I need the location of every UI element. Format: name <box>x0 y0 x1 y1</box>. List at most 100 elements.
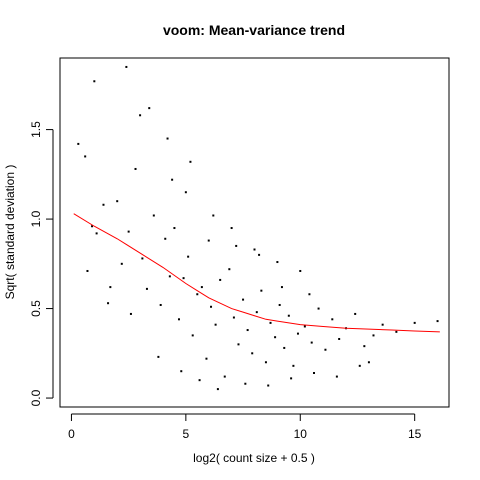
data-point <box>116 200 119 203</box>
y-tick-label: 1.0 <box>29 210 43 227</box>
data-point <box>120 262 123 265</box>
data-point <box>152 214 155 217</box>
data-point <box>335 375 338 378</box>
data-point <box>189 160 192 163</box>
data-point <box>235 244 238 247</box>
data-point <box>312 371 315 374</box>
data-point <box>212 214 215 217</box>
data-point <box>93 80 96 83</box>
data-point <box>168 275 171 278</box>
data-point <box>283 346 286 349</box>
x-tick-label: 5 <box>183 427 190 441</box>
data-point <box>244 382 247 385</box>
data-point <box>358 364 361 367</box>
data-point <box>173 227 176 230</box>
data-point <box>274 336 277 339</box>
x-tick-label: 0 <box>68 427 75 441</box>
data-point <box>303 325 306 328</box>
data-point <box>125 65 128 68</box>
data-point <box>381 323 384 326</box>
data-point <box>171 178 174 181</box>
plot-frame <box>59 57 450 408</box>
data-point <box>269 321 272 324</box>
data-point <box>242 298 245 301</box>
data-point <box>264 361 267 364</box>
data-point <box>413 321 416 324</box>
data-point <box>251 352 254 355</box>
data-point <box>210 305 213 308</box>
y-axis: 0.0 0.5 1.0 1.5 <box>29 121 54 406</box>
points-layer <box>77 65 439 391</box>
data-point <box>127 230 130 233</box>
data-point <box>157 355 160 358</box>
data-point <box>219 278 222 281</box>
data-point <box>331 318 334 321</box>
data-point <box>134 167 137 170</box>
y-tick-label: 0.0 <box>29 389 43 406</box>
trend-line <box>73 213 440 333</box>
data-point <box>177 318 180 321</box>
data-point <box>338 337 341 340</box>
data-point <box>95 232 98 235</box>
data-point <box>216 388 219 391</box>
data-point <box>232 316 235 319</box>
data-point <box>276 261 279 264</box>
data-point <box>102 203 105 206</box>
data-point <box>246 329 249 332</box>
data-point <box>280 286 283 289</box>
data-point <box>109 286 112 289</box>
data-point <box>198 379 201 382</box>
data-point <box>436 320 439 323</box>
data-point <box>308 293 311 296</box>
data-point <box>91 225 94 228</box>
data-point <box>324 348 327 351</box>
data-point <box>84 155 87 158</box>
data-point <box>296 332 299 335</box>
x-tick-label: 15 <box>408 427 422 441</box>
data-point <box>290 377 293 380</box>
data-point <box>230 227 233 230</box>
data-point <box>205 357 208 360</box>
data-point <box>187 255 190 258</box>
data-point <box>287 314 290 317</box>
data-point <box>164 237 167 240</box>
data-point <box>86 269 89 272</box>
data-point <box>228 268 231 271</box>
data-point <box>148 107 151 110</box>
data-point <box>317 307 320 310</box>
data-point <box>367 361 370 364</box>
data-point <box>141 257 144 260</box>
data-point <box>184 191 187 194</box>
y-tick-label: 0.5 <box>29 300 43 317</box>
data-point <box>253 248 256 251</box>
data-point <box>267 384 270 387</box>
data-point <box>292 364 295 367</box>
data-point <box>166 137 169 140</box>
data-point <box>180 370 183 373</box>
data-point <box>299 269 302 272</box>
data-point <box>200 286 203 289</box>
data-point <box>107 302 110 305</box>
data-point <box>310 341 313 344</box>
x-axis-label: log2( count size + 0.5 ) <box>193 451 315 465</box>
data-point <box>363 345 366 348</box>
y-axis-label: Sqrt( standard deviation ) <box>3 165 17 300</box>
data-point <box>196 293 199 296</box>
data-point <box>139 114 142 117</box>
data-point <box>258 253 261 256</box>
data-point <box>145 287 148 290</box>
data-point <box>278 303 281 306</box>
data-point <box>182 277 185 280</box>
data-point <box>77 142 80 145</box>
data-point <box>354 312 357 315</box>
data-point <box>223 375 226 378</box>
data-point <box>255 311 258 314</box>
data-point <box>237 343 240 346</box>
y-tick-label: 1.5 <box>29 121 43 138</box>
x-tick-label: 10 <box>294 427 308 441</box>
data-point <box>214 323 217 326</box>
x-axis: 0 5 10 15 <box>68 413 422 441</box>
data-point <box>159 303 162 306</box>
